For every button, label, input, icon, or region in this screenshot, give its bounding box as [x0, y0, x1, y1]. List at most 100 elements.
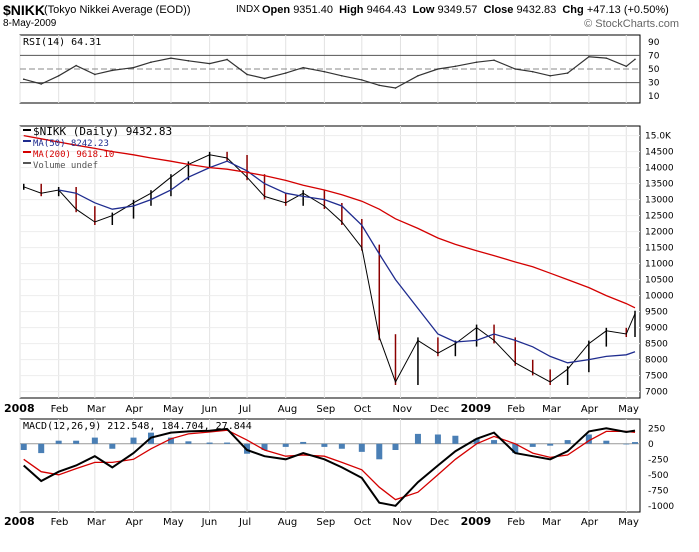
- rsi-point: [302, 66, 304, 69]
- macd-tick-label: -750: [648, 486, 669, 496]
- x-axis-tick-label: Mar: [542, 404, 562, 415]
- macd-histogram-bar: [38, 443, 45, 454]
- macd-histogram-bar: [130, 437, 137, 444]
- x-axis-tick-label: Mar: [87, 404, 107, 415]
- price-legend-entry: $NIKK (Daily) 9432.83: [33, 125, 172, 138]
- macd-histogram-bar: [529, 443, 536, 447]
- chart-header: $NIKK (Tokyo Nikkei Average (EOD)) INDX …: [0, 0, 699, 32]
- rsi-point: [208, 62, 211, 65]
- macd-histogram-bar: [91, 437, 98, 444]
- price-tick-label: 11000: [645, 260, 674, 270]
- legend-swatch: [23, 140, 31, 142]
- rsi-point: [378, 84, 381, 87]
- price-tick-label: 14000: [645, 164, 674, 174]
- x-axis-tick-label: Mar: [542, 517, 562, 528]
- legend-swatch: [23, 151, 31, 153]
- rsi-point: [226, 58, 228, 61]
- price-tick-label: 12500: [645, 212, 674, 222]
- rsi-point: [150, 61, 152, 63]
- rsi-tick-label: 10: [648, 92, 660, 102]
- macd-panel: 250 0 -250 -500 -750 -1000 MACD(12,26,9) 212.5…: [19, 418, 674, 513]
- price-tick-label: 13000: [645, 196, 674, 206]
- x-axis-tick-label: Dec: [430, 517, 449, 528]
- macd-histogram-bar: [20, 443, 27, 450]
- ma50-line: [58, 160, 636, 364]
- macd-histogram-bar: [109, 443, 116, 449]
- macd-histogram-bar: [473, 438, 480, 444]
- price-tick-label: 12000: [645, 228, 674, 238]
- price-tick-label: 13500: [645, 180, 674, 190]
- rsi-point: [94, 73, 96, 76]
- price-tick-label: 9500: [645, 308, 668, 318]
- price-tick-label: 7500: [645, 372, 668, 382]
- x-axis-tick-label: 2009: [461, 515, 492, 528]
- legend-swatch: [23, 162, 31, 164]
- price-tick-label: 14500: [645, 148, 674, 158]
- open-value: 9351.40: [293, 4, 333, 16]
- macd-histogram-bar: [491, 440, 498, 444]
- macd-histogram-bar: [300, 441, 307, 444]
- macd-histogram-bar: [547, 443, 554, 446]
- legend-swatch: [23, 129, 31, 131]
- macd-line: [23, 427, 636, 507]
- macd-histogram-bar: [261, 443, 268, 450]
- x-axis-tick-label: Sep: [316, 404, 335, 415]
- x-axis-tick-label: Apr: [581, 517, 599, 528]
- macd-histogram-bar: [55, 440, 62, 444]
- rsi-point: [549, 75, 551, 77]
- x-axis-tick-label: Apr: [126, 517, 144, 528]
- x-axis-bottom: 2008 Feb Mar Apr May Jun Jul Aug Sep Oct Nov Dec 200…: [4, 515, 639, 528]
- ma200-line: [23, 134, 636, 309]
- price-tick-label: 10000: [645, 292, 674, 302]
- symbol-description: (Tokyo Nikkei Average (EOD)): [44, 4, 191, 16]
- x-axis-tick-label: Apr: [581, 404, 599, 415]
- price-legend-entry: MA(200) 9618.10: [33, 150, 114, 160]
- x-axis-tick-label: Apr: [126, 404, 144, 415]
- rsi-point: [417, 75, 419, 77]
- rsi-point: [323, 70, 326, 73]
- price-tick-label: 11500: [645, 244, 674, 254]
- rsi-point: [634, 58, 636, 61]
- quote-date: 8-May-2009: [3, 18, 57, 29]
- x-axis-tick-label: Aug: [278, 404, 298, 415]
- macd-histogram-bar: [585, 434, 592, 444]
- macd-histogram-bar: [623, 443, 630, 445]
- macd-histogram-bar: [564, 440, 571, 444]
- rsi-point: [341, 75, 343, 77]
- x-axis-tick-label: May: [618, 404, 639, 415]
- x-axis-tick-label: May: [163, 404, 184, 415]
- macd-tick-label: 250: [648, 424, 665, 434]
- x-axis-tick-label: Feb: [507, 517, 525, 528]
- macd-tick-label: -250: [648, 455, 669, 465]
- high-label: High: [339, 4, 364, 16]
- chg-value: +47.13 (+0.50%): [586, 4, 669, 16]
- open-label: Open: [262, 4, 291, 16]
- rsi-point: [605, 57, 608, 59]
- rsi-tick-label: 70: [648, 51, 660, 61]
- macd-histogram-bar: [452, 435, 459, 444]
- price-tick-label: 15.0K: [645, 132, 672, 142]
- x-axis-tick-label: Sep: [316, 517, 335, 528]
- rsi-point: [57, 75, 60, 77]
- macd-histogram-bar: [206, 442, 213, 444]
- macd-histogram-bar: [376, 443, 383, 460]
- rsi-point: [588, 55, 590, 58]
- macd-histogram-bar: [632, 442, 639, 444]
- rsi-point: [187, 60, 190, 62]
- rsi-point: [111, 69, 114, 72]
- price-tick-label: 7000: [645, 388, 668, 398]
- rsi-panel: 10 30 50 70 90 RSI(14) 64.31: [19, 34, 660, 104]
- rsi-point: [531, 70, 534, 73]
- macd-histogram-bar: [224, 442, 231, 444]
- stockcharts-logo: © StockCharts.com: [584, 18, 679, 30]
- rsi-point: [40, 83, 43, 85]
- x-axis-tick-label: Jun: [201, 404, 218, 415]
- exchange: INDX: [236, 4, 260, 15]
- price-tick-label: 9000: [645, 324, 668, 334]
- rsi-point: [75, 64, 77, 67]
- macd-histogram-bar: [321, 443, 328, 447]
- x-axis-tick-label: Feb: [507, 404, 525, 415]
- rsi-point: [170, 57, 172, 59]
- low-label: Low: [412, 4, 435, 16]
- rsi-point: [284, 72, 287, 74]
